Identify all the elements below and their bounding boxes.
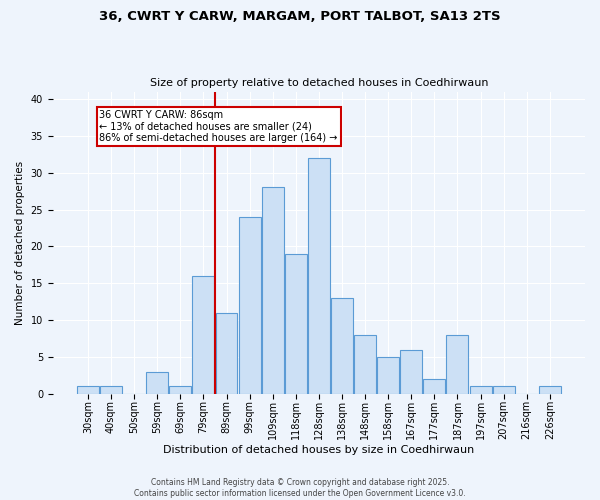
Bar bbox=[146, 372, 168, 394]
Bar bbox=[539, 386, 561, 394]
Bar bbox=[493, 386, 515, 394]
Bar bbox=[377, 357, 399, 394]
Bar bbox=[215, 312, 238, 394]
Text: Contains HM Land Registry data © Crown copyright and database right 2025.
Contai: Contains HM Land Registry data © Crown c… bbox=[134, 478, 466, 498]
Text: 36 CWRT Y CARW: 86sqm
← 13% of detached houses are smaller (24)
86% of semi-deta: 36 CWRT Y CARW: 86sqm ← 13% of detached … bbox=[100, 110, 338, 143]
Bar bbox=[169, 386, 191, 394]
Bar bbox=[446, 335, 469, 394]
Bar bbox=[470, 386, 491, 394]
Bar bbox=[400, 350, 422, 394]
Bar bbox=[262, 188, 284, 394]
X-axis label: Distribution of detached houses by size in Coedhirwaun: Distribution of detached houses by size … bbox=[163, 445, 475, 455]
Bar bbox=[100, 386, 122, 394]
Bar bbox=[193, 276, 214, 394]
Bar bbox=[354, 335, 376, 394]
Y-axis label: Number of detached properties: Number of detached properties bbox=[15, 160, 25, 324]
Bar bbox=[424, 379, 445, 394]
Text: 36, CWRT Y CARW, MARGAM, PORT TALBOT, SA13 2TS: 36, CWRT Y CARW, MARGAM, PORT TALBOT, SA… bbox=[99, 10, 501, 23]
Title: Size of property relative to detached houses in Coedhirwaun: Size of property relative to detached ho… bbox=[149, 78, 488, 88]
Bar bbox=[285, 254, 307, 394]
Bar bbox=[77, 386, 99, 394]
Bar bbox=[239, 217, 260, 394]
Bar bbox=[308, 158, 330, 394]
Bar bbox=[331, 298, 353, 394]
